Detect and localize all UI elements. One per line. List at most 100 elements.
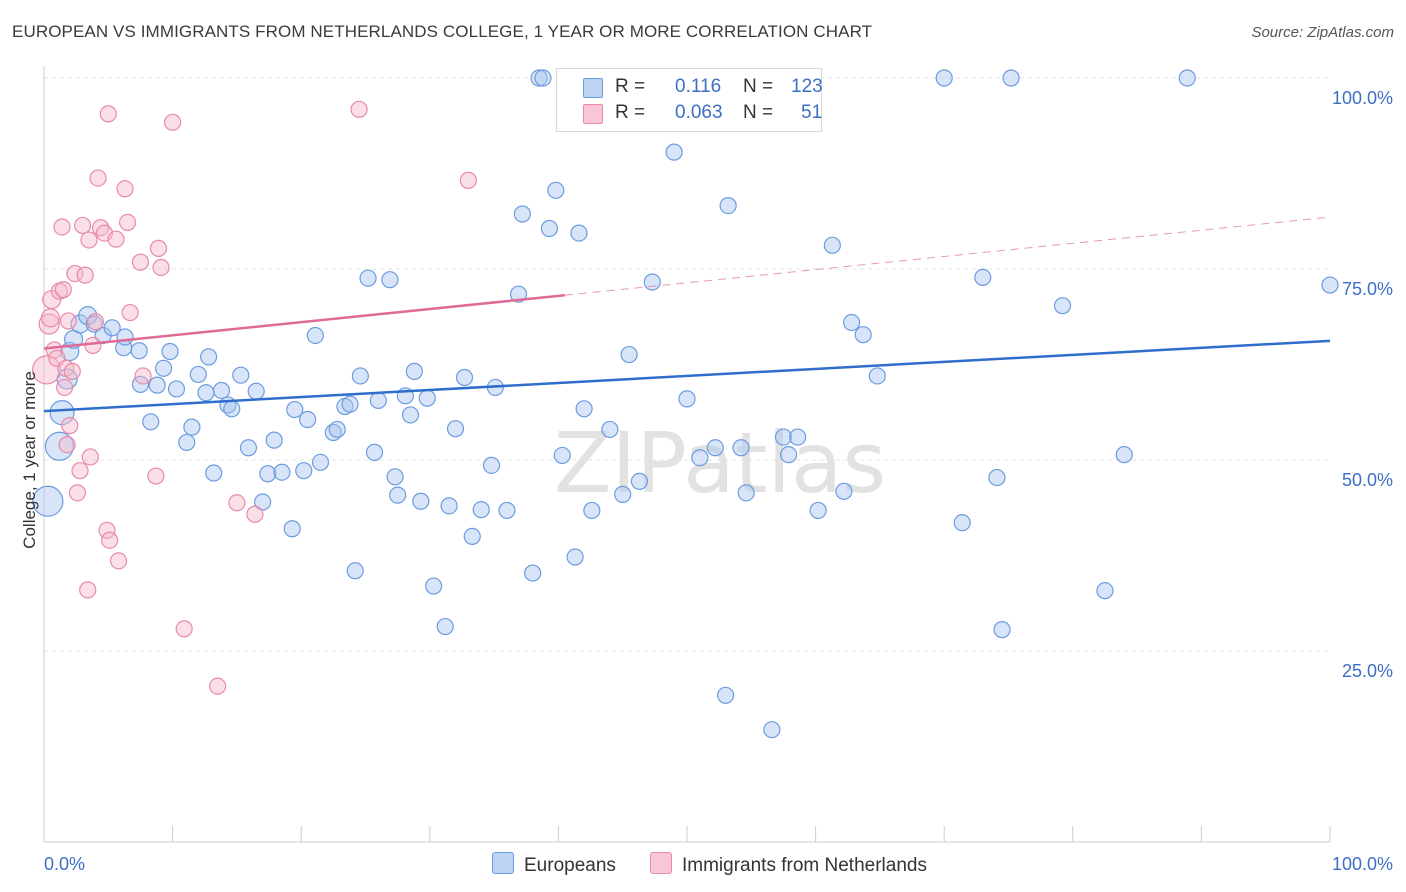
point-europeans — [575, 400, 593, 418]
point-europeans — [346, 562, 364, 580]
trend-line-netherlands — [43, 293, 565, 350]
point-europeans — [566, 548, 584, 566]
point-europeans — [311, 453, 330, 471]
point-europeans — [763, 721, 781, 739]
point-europeans — [583, 501, 601, 520]
legend-swatch-blue — [492, 852, 514, 874]
legend-item-europeans: Europeans — [492, 852, 616, 877]
point-europeans — [328, 420, 346, 439]
y-tick-label: 100.0% — [1332, 88, 1393, 108]
point-netherlands — [228, 494, 246, 512]
point-europeans — [418, 389, 436, 407]
point-netherlands — [63, 362, 81, 380]
point-europeans — [737, 484, 755, 502]
point-europeans — [988, 468, 1006, 487]
point-europeans — [540, 219, 558, 238]
grid-lines — [44, 77, 1330, 652]
point-europeans — [935, 69, 953, 87]
point-netherlands — [118, 213, 137, 231]
point-netherlands — [59, 312, 78, 330]
point-europeans — [205, 464, 223, 482]
point-europeans — [774, 428, 793, 446]
x-tick-label-end: 100.0% — [1332, 854, 1393, 874]
point-europeans — [498, 501, 516, 520]
y-tick-label: 50.0% — [1342, 470, 1393, 490]
point-europeans — [509, 285, 528, 303]
point-europeans — [1321, 276, 1339, 294]
point-europeans — [130, 342, 148, 360]
axes — [43, 66, 1331, 843]
point-europeans — [212, 381, 231, 400]
point-netherlands — [350, 100, 368, 118]
point-europeans — [306, 326, 324, 345]
point-europeans — [359, 269, 377, 287]
point-europeans — [1178, 69, 1196, 87]
point-europeans — [547, 181, 565, 199]
point-europeans — [197, 384, 215, 402]
legend-n-value: 51 — [801, 102, 823, 123]
point-europeans — [974, 268, 992, 287]
point-europeans — [32, 485, 64, 517]
point-netherlands — [80, 231, 98, 249]
point-europeans — [678, 390, 696, 408]
point-europeans — [614, 485, 632, 503]
point-europeans — [412, 492, 430, 510]
legend-r-value: 0.116 — [675, 76, 722, 97]
point-netherlands — [58, 436, 76, 454]
legend-item-netherlands: Immigrants from Netherlands — [650, 852, 927, 877]
point-europeans — [809, 501, 827, 520]
legend-label-europeans: Europeans — [524, 855, 616, 876]
point-netherlands — [55, 378, 74, 397]
point-europeans — [534, 69, 552, 87]
y-tick-label: 25.0% — [1342, 661, 1393, 681]
point-europeans — [351, 367, 369, 385]
point-netherlands — [54, 281, 72, 299]
point-netherlands — [147, 467, 165, 485]
point-europeans — [665, 143, 683, 161]
point-netherlands — [134, 367, 152, 385]
point-europeans — [530, 69, 548, 87]
point-europeans — [381, 271, 399, 289]
trend-lines — [43, 216, 1331, 413]
point-netherlands — [81, 448, 99, 466]
legend-swatch-pink — [583, 104, 603, 124]
point-europeans — [1115, 446, 1133, 464]
legend-swatch-pink — [650, 852, 672, 874]
point-europeans — [843, 313, 861, 332]
point-netherlands — [71, 462, 89, 480]
point-netherlands — [116, 180, 134, 198]
point-europeans — [1096, 582, 1114, 600]
point-europeans — [183, 418, 201, 436]
point-netherlands — [149, 239, 168, 257]
legend-n-label: N = — [743, 102, 774, 123]
point-europeans — [868, 367, 886, 385]
point-europeans — [719, 196, 737, 215]
point-europeans — [436, 617, 454, 636]
point-europeans — [854, 326, 872, 344]
point-europeans — [953, 514, 971, 532]
legend-n-value: 123 — [791, 76, 823, 97]
point-europeans — [513, 205, 531, 223]
point-netherlands — [68, 484, 87, 502]
point-netherlands — [61, 417, 79, 435]
point-europeans — [993, 621, 1011, 639]
legend-r-label: R = — [615, 102, 646, 123]
point-europeans — [788, 428, 807, 446]
point-europeans — [189, 365, 207, 384]
legend-r-value: 0.063 — [675, 102, 723, 123]
point-netherlands — [209, 677, 227, 695]
point-europeans — [630, 472, 649, 490]
point-netherlands — [79, 581, 97, 599]
point-europeans — [524, 564, 542, 582]
y-axis-label: College, 1 year or more — [20, 371, 39, 549]
legend-swatch-blue — [583, 78, 603, 98]
point-europeans — [161, 342, 179, 361]
point-europeans — [295, 462, 313, 480]
point-europeans — [732, 439, 750, 457]
point-europeans — [247, 382, 265, 400]
point-europeans — [103, 319, 121, 337]
point-netherlands — [121, 303, 139, 322]
point-europeans — [386, 468, 404, 486]
point-europeans — [148, 376, 166, 394]
